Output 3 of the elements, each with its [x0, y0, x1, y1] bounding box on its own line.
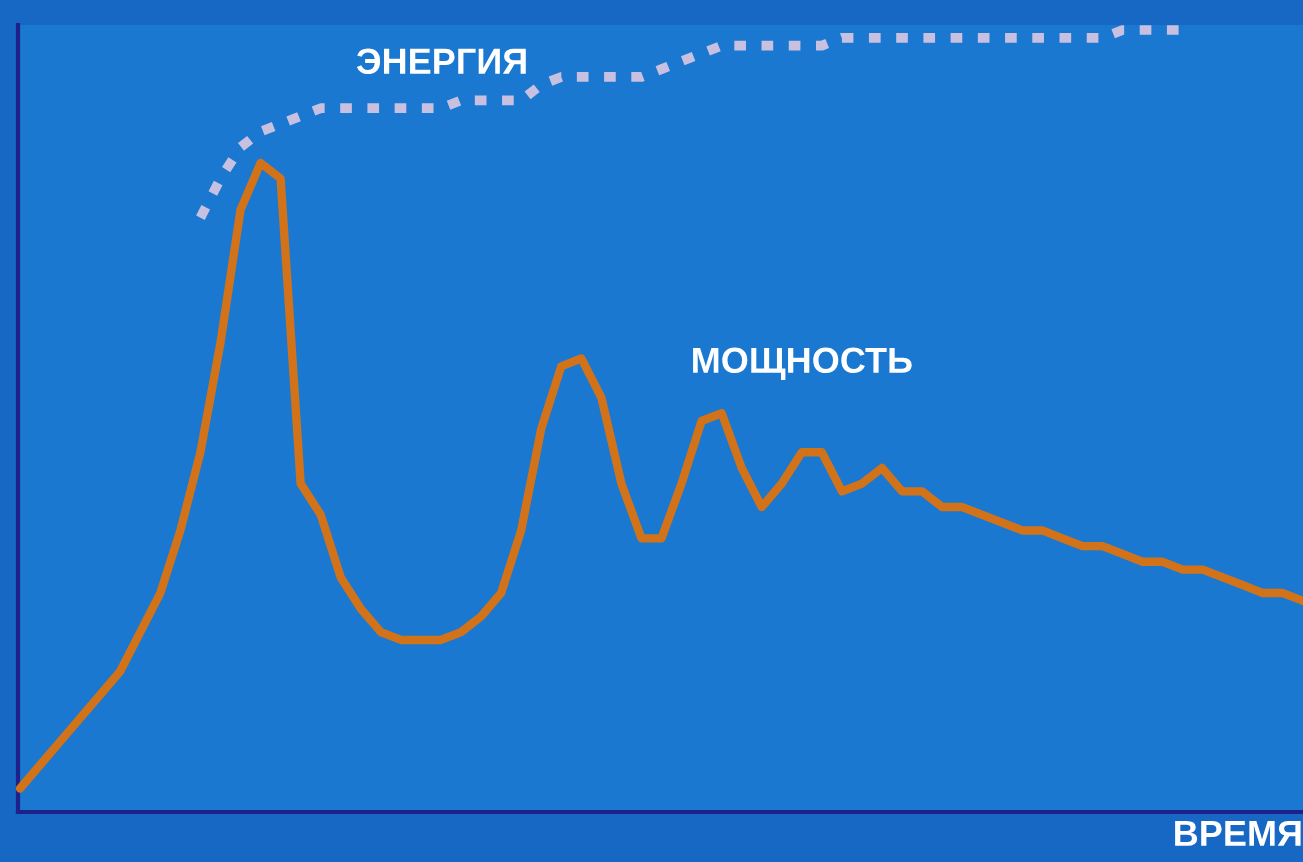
x-axis-title: ВРЕМЯ — [1175, 820, 1301, 846]
series-label: ЭНЕРГИЯ — [356, 48, 526, 75]
series-label: МОЩНОСТЬ — [693, 347, 912, 380]
